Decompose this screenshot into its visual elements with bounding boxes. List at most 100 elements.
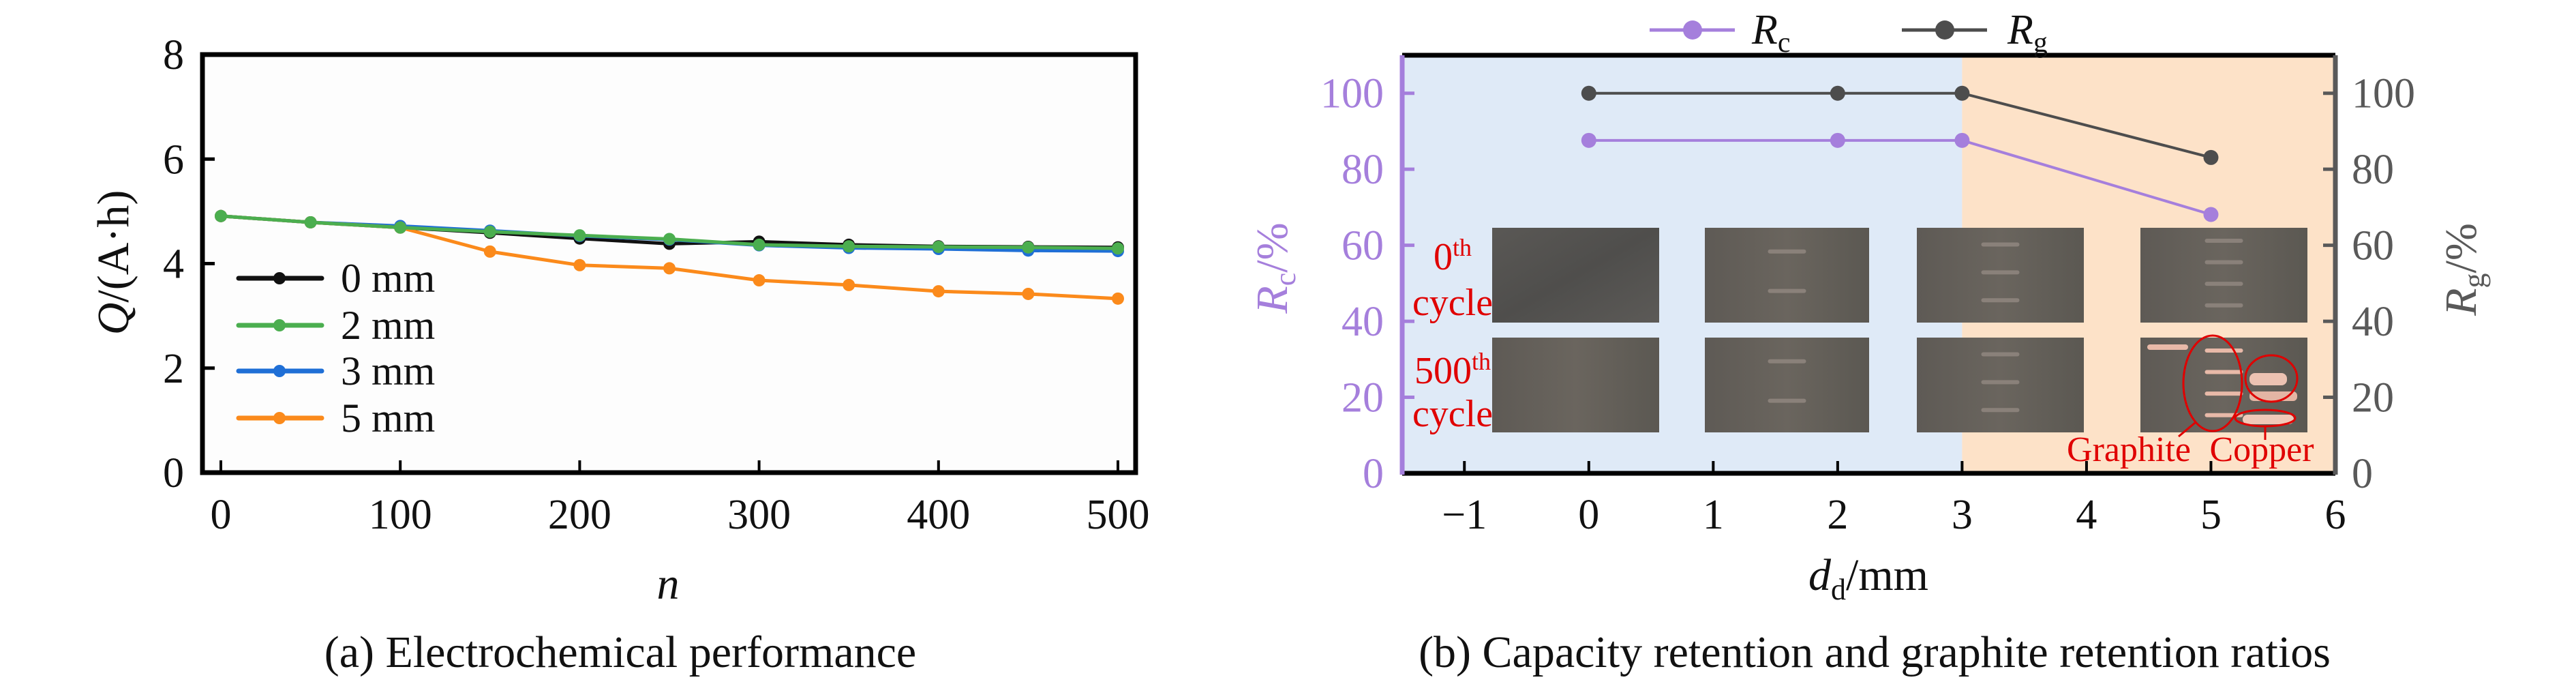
x-tick-label: 4 (2076, 492, 2097, 538)
data-point-5-mm (1112, 292, 1124, 305)
legend-label-var: R (2007, 7, 2033, 53)
x-axis-label-b: dd/mm (1808, 550, 1928, 606)
legend-swatch-marker (1683, 20, 1702, 40)
inset-photo-0th-cycle-d2 (1705, 228, 1869, 323)
inset-photo-0th-cycle-d5 (2140, 228, 2307, 323)
legend-swatch-marker (273, 412, 286, 424)
row-label-0th-cycle: 0th (1434, 234, 1472, 278)
crack-mark (1981, 352, 2020, 357)
photo-surface (1917, 338, 2084, 432)
legend-item-5-mm: 5 mm (236, 396, 435, 441)
x-ticks-a: 0 100 200 300 400 500 (211, 460, 1150, 538)
x-tick-label: 300 (727, 492, 791, 538)
row-label-number: 0 (1434, 236, 1453, 278)
data-point-r-g (1954, 85, 1970, 101)
x-tick-label: 0 (1578, 492, 1599, 538)
copper-exposed (2249, 373, 2287, 385)
legend-label-sub: g (2033, 27, 2048, 59)
photo-surface (1705, 338, 1869, 432)
data-point-5-mm (483, 245, 496, 258)
data-point-2-mm (215, 209, 227, 222)
x-tick-label: 100 (369, 492, 432, 538)
row-label-500th-cycle: 500th (1414, 348, 1491, 392)
y-tick-label-right: 40 (2352, 299, 2394, 345)
caption-b: (b) Capacity retention and graphite rete… (1419, 627, 2331, 677)
y-ticks-left-b: 0 20 40 60 80 100 (1320, 71, 1414, 497)
inset-photo-500th-cycle-d5 (2140, 334, 2307, 440)
data-point-2-mm (753, 238, 766, 251)
graphite-arrow (2178, 421, 2196, 438)
annotation-copper: Copper (2209, 430, 2314, 469)
legend-label: 2 mm (341, 303, 435, 348)
crack-mark (1981, 380, 2020, 385)
data-point-5-mm (573, 258, 586, 271)
y-tick-label: 6 (163, 136, 184, 183)
legend-label-var: R (1751, 7, 1778, 53)
legend-label: 3 mm (341, 349, 435, 394)
caption-a: (a) Electrochemical performance (324, 627, 916, 677)
y-tick-label: 0 (163, 450, 184, 496)
crack-mark (2204, 303, 2243, 308)
data-point-r-g (2203, 149, 2219, 165)
crack-mark (2204, 370, 2243, 374)
y-tick-label-right: 80 (2352, 147, 2394, 193)
photo-surface (1492, 338, 1659, 432)
data-point-r-g (1830, 85, 1845, 101)
legend-swatch-marker (273, 272, 286, 284)
legend-swatch-marker (273, 365, 286, 377)
crack-mark (1768, 359, 1806, 364)
data-point-5-mm (843, 278, 855, 291)
crack-mark (2204, 238, 2243, 243)
data-point-2-mm (932, 240, 945, 253)
legend-label-sub: c (1778, 27, 1791, 59)
data-point-5-mm (1022, 287, 1035, 300)
inset-photo-0th-cycle-d3 (1917, 228, 2084, 323)
inset-photo-500th-cycle-d0 (1492, 338, 1659, 432)
x-tick-label: 3 (1952, 492, 1973, 538)
crack-mark (1768, 398, 1806, 403)
y-ticks-right-b: 0 20 40 60 80 100 (2323, 71, 2415, 497)
data-point-2-mm (483, 225, 496, 238)
inset-photo-0th-cycle-d0 (1492, 228, 1659, 323)
y-tick-label: 8 (163, 32, 184, 78)
y-tick-label-left: 0 (1363, 451, 1384, 497)
data-point-r-c (2203, 207, 2219, 222)
x-tick-label: 0 (211, 492, 232, 538)
data-point-r-c (1830, 132, 1845, 148)
crack-mark (1981, 408, 2020, 413)
data-point-2-mm (663, 233, 676, 246)
copper-exposed (2147, 344, 2188, 350)
series-line-r-c (1588, 138, 2212, 216)
y-tick-label: 4 (163, 241, 184, 288)
inset-photo-500th-cycle-d2 (1705, 338, 1869, 432)
x-tick-label: −1 (1442, 492, 1487, 538)
graphite-highlight-ellipse (2182, 334, 2243, 432)
photo-surface (1492, 228, 1659, 323)
data-point-5-mm (753, 274, 766, 287)
row-label-superscript: th (1472, 348, 1491, 375)
x-tick-label: 500 (1087, 492, 1150, 538)
data-point-2-mm (1022, 241, 1035, 254)
x-tick-label: 400 (907, 492, 970, 538)
x-tick-label: 6 (2325, 492, 2346, 538)
copper-exposed (2243, 415, 2294, 424)
crack-mark (1981, 298, 2020, 303)
y-tick-label-right: 0 (2352, 451, 2373, 497)
photo-surface (1705, 228, 1869, 323)
crack-mark (2204, 260, 2243, 265)
crack-mark (1981, 242, 2020, 247)
y-tick-label-left: 40 (1342, 299, 1384, 345)
y-tick-label-left: 60 (1342, 223, 1384, 269)
crack-mark (2204, 348, 2243, 353)
legend-item-r-c: Rc (1650, 7, 1791, 59)
row-label-word: cycle (1412, 282, 1493, 324)
row-label-superscript: th (1453, 234, 1472, 261)
legend-a: 0 mm2 mm3 mm5 mm (236, 256, 435, 441)
copper-highlight-ellipse (2244, 354, 2299, 403)
y-tick-label-right: 100 (2352, 71, 2415, 117)
crack-mark (1768, 288, 1806, 293)
x-tick-label: 2 (1827, 492, 1848, 538)
